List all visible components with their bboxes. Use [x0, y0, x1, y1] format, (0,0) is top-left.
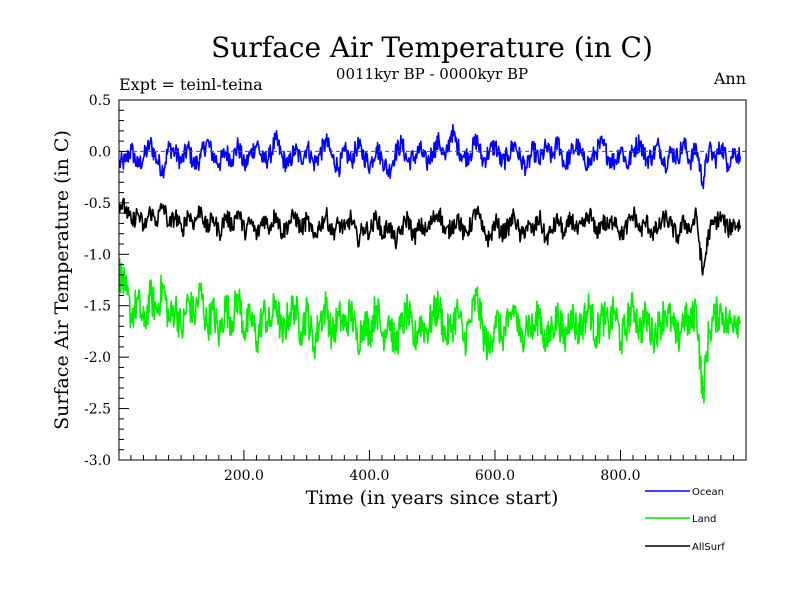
- series-line-land: [119, 257, 742, 404]
- y-tick-label: -1.5: [84, 299, 111, 315]
- y-tick-label: -3.0: [84, 453, 111, 469]
- y-axis-label: Surface Air Temperature (in C): [51, 130, 73, 430]
- y-axis-ticks: 0.5 0.0 -0.5 -1.0 -1.5 -2.0 -2.5 -3.0: [84, 93, 129, 469]
- legend-label-ocean: Ocean: [692, 487, 724, 498]
- chart-subtitle: 0011kyr BP - 0000kyr BP: [336, 65, 528, 83]
- x-tick-label: 200.0: [224, 468, 264, 484]
- y-tick-label: -0.5: [84, 196, 111, 212]
- y-tick-label: -2.5: [84, 402, 111, 418]
- x-tick-label: 600.0: [475, 468, 515, 484]
- legend: Ocean Land AllSurf: [645, 487, 725, 553]
- legend-label-allsurf: AllSurf: [692, 542, 725, 553]
- series-group: [119, 123, 742, 404]
- experiment-label: Expt = teinl-teina: [119, 75, 263, 94]
- x-tick-label: 800.0: [600, 468, 640, 484]
- y-tick-label: -1.0: [84, 247, 111, 263]
- x-axis-ticks: 200.0 400.0 600.0 800.0: [130, 450, 734, 484]
- season-label: Ann: [713, 69, 746, 88]
- chart-title: Surface Air Temperature (in C): [211, 31, 653, 64]
- series-line-allsurf: [119, 197, 742, 276]
- series-line-ocean: [119, 123, 742, 190]
- x-tick-label: 400.0: [349, 468, 389, 484]
- x-axis-label: Time (in years since start): [306, 487, 559, 509]
- legend-label-land: Land: [692, 514, 716, 525]
- y-tick-label: 0.5: [89, 93, 111, 109]
- y-tick-label: -2.0: [84, 350, 111, 366]
- y-tick-label: 0.0: [89, 144, 111, 160]
